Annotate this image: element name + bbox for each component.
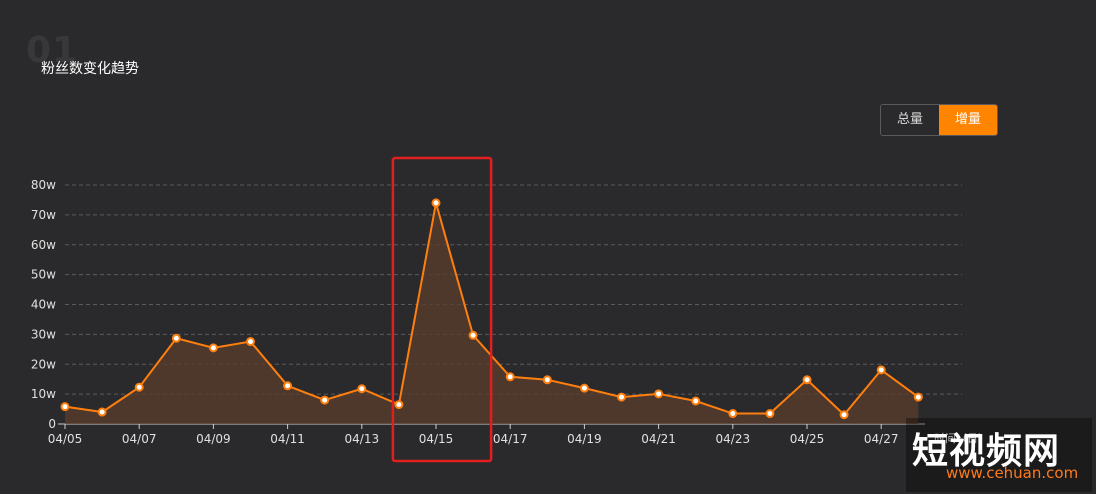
watermark: 时间（日） 短视频网 www.cehuan.com xyxy=(906,418,1092,492)
x-tick-label: 04/19 xyxy=(567,432,602,446)
highlight-box xyxy=(391,156,493,463)
data-point xyxy=(97,407,107,417)
data-point xyxy=(394,400,404,410)
x-tick-label: 04/09 xyxy=(196,432,231,446)
data-point xyxy=(171,333,181,343)
x-tick-label: 04/15 xyxy=(419,432,454,446)
chart-title: 粉丝数变化趋势 xyxy=(41,61,139,77)
x-tick-label: 04/07 xyxy=(122,432,157,446)
x-tick-label: 04/21 xyxy=(641,432,676,446)
watermark-logo-text: 短视频网 xyxy=(912,430,1061,472)
section-number: 01 xyxy=(26,30,79,71)
data-point xyxy=(765,409,775,419)
y-tick-label: 20w xyxy=(31,357,56,371)
y-tick-label: 10w xyxy=(31,387,56,401)
total-toggle-button[interactable]: 总量 xyxy=(881,105,939,135)
x-tick-label: 04/17 xyxy=(493,432,528,446)
y-tick-label: 80w xyxy=(31,178,56,192)
y-tick-label: 30w xyxy=(31,327,56,341)
data-point xyxy=(246,337,255,347)
data-point xyxy=(876,365,886,375)
watermark-url: www.cehuan.com xyxy=(946,464,1079,482)
y-tick-label: 40w xyxy=(31,298,56,312)
data-point xyxy=(913,392,923,402)
data-point xyxy=(283,381,293,391)
y-tick-label: 60w xyxy=(31,238,56,252)
data-point xyxy=(320,395,330,405)
x-tick-label: 04/05 xyxy=(48,432,83,446)
x-tick-label: 04/13 xyxy=(345,432,380,446)
data-point xyxy=(542,375,552,385)
y-tick-label: 0 xyxy=(48,417,56,431)
data-point xyxy=(468,330,478,340)
data-point xyxy=(654,389,664,399)
data-point xyxy=(839,410,849,420)
data-point xyxy=(617,392,626,402)
data-point xyxy=(60,402,70,412)
data-point xyxy=(579,383,589,393)
y-tick-label: 50w xyxy=(31,268,56,282)
increment-toggle-button[interactable]: 增量 xyxy=(939,105,997,135)
data-point xyxy=(134,382,144,392)
data-point xyxy=(691,396,701,406)
x-tick-label: 04/23 xyxy=(716,432,751,446)
x-tick-label: 04/27 xyxy=(864,432,899,446)
data-point xyxy=(208,343,218,353)
data-point xyxy=(505,372,515,382)
data-point xyxy=(728,409,738,419)
x-tick-label: 04/11 xyxy=(270,432,305,446)
y-tick-label: 70w xyxy=(31,208,56,222)
data-point xyxy=(357,384,367,394)
data-point xyxy=(431,198,441,208)
x-tick-label: 04/25 xyxy=(790,432,825,446)
x-axis-unit-label: 时间（日） xyxy=(934,432,989,445)
data-point xyxy=(802,375,812,385)
mode-toggle[interactable]: 总量 增量 xyxy=(880,104,998,136)
